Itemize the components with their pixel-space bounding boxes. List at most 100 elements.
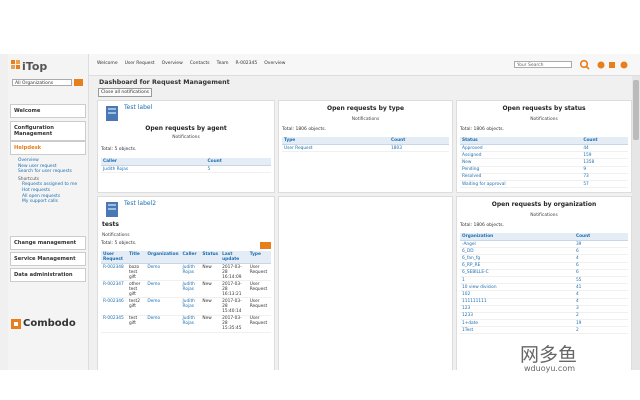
notifications[interactable]: Notifications [172, 135, 200, 140]
table-cell[interactable]: 4 [573, 290, 628, 299]
table-cell[interactable]: Demo [145, 315, 181, 333]
shortcut-item[interactable]: Hot requests [22, 187, 51, 193]
table-cell[interactable]: R-002348 [101, 263, 127, 282]
table-cell[interactable]: 123 [460, 305, 574, 313]
table-cell[interactable]: 55 [573, 276, 628, 285]
table-cell[interactable]: R-002346 [101, 297, 127, 316]
notifications[interactable]: Notifications [530, 117, 558, 122]
table-cell[interactable]: R-002347 [101, 280, 127, 299]
table-cell[interactable]: 1Test [460, 326, 574, 335]
search-input[interactable]: Your Search [514, 61, 572, 68]
table-cell[interactable]: 1358 [581, 158, 628, 167]
menu-item[interactable]: Welcome [10, 104, 86, 118]
table-cell[interactable]: 6 [573, 247, 628, 256]
table-cell[interactable]: 6_SEBILLE-C [460, 269, 574, 277]
table-cell[interactable]: 1803 [389, 144, 449, 153]
table-cell[interactable]: Judith Rojas [101, 165, 206, 174]
table-cell[interactable]: 6_fan_fg [460, 254, 574, 263]
table-cell[interactable]: 4 [573, 298, 628, 306]
close-notifications-button[interactable]: Close all notifications [98, 88, 153, 97]
shortcut-item[interactable]: My support calls [22, 199, 58, 205]
table-cell[interactable]: R-002345 [101, 315, 127, 333]
column-header[interactable]: Status [200, 251, 221, 264]
org-select[interactable]: All Organizations [12, 79, 72, 86]
table-cell[interactable]: Judith Rojas [180, 280, 201, 299]
submenu-item[interactable]: Search for user requests [18, 169, 72, 175]
table-cell[interactable]: 10 view division [460, 283, 574, 292]
table-cell[interactable]: 39 [573, 240, 628, 249]
column-header[interactable]: Type [247, 251, 271, 264]
breadcrumb-item[interactable]: R-002345 [235, 61, 258, 66]
table-cell[interactable]: 9 [581, 166, 628, 174]
table-cell[interactable]: Pending [460, 166, 582, 174]
table-cell[interactable]: 73 [581, 173, 628, 181]
column-header[interactable]: Caller [101, 158, 206, 166]
table-cell[interactable]: Demo [145, 297, 181, 316]
column-header[interactable]: Count [581, 137, 628, 145]
table-cell[interactable]: 111111111 [460, 298, 574, 306]
table-cell[interactable]: 6_RP_RE [460, 262, 574, 270]
table-cell[interactable]: Demo [145, 280, 181, 299]
table-cell[interactable]: 6_DD [460, 247, 574, 256]
breadcrumb-item[interactable]: Team [216, 61, 229, 66]
breadcrumb-item[interactable]: Overview [264, 61, 286, 66]
shortcut-item[interactable]: Requests assigned to me [22, 182, 78, 188]
table-cell[interactable]: 2 [573, 326, 628, 335]
panel-label[interactable]: Test label2 [124, 200, 157, 207]
column-header[interactable]: Count [389, 137, 449, 145]
submenu-item[interactable]: Overview [18, 158, 39, 163]
table-cell[interactable]: Judith Rojas [180, 315, 201, 333]
column-header[interactable]: Count [573, 233, 628, 241]
table-cell[interactable]: 44 [581, 144, 628, 153]
table-cell[interactable]: 4 [573, 254, 628, 263]
panel-label[interactable]: Test label [124, 104, 153, 111]
breadcrumb-item[interactable]: Welcome [97, 61, 118, 66]
column-header[interactable]: Last update [220, 251, 248, 264]
table-cell[interactable]: User Request [282, 144, 390, 153]
table-cell[interactable]: Approved [460, 144, 582, 153]
export-button[interactable] [260, 242, 271, 249]
table-cell[interactable]: Resolved [460, 173, 582, 181]
menu-item[interactable]: Service Management [10, 252, 86, 266]
shortcut-item[interactable]: All open requests [22, 193, 61, 199]
table-cell[interactable]: Assigned [460, 151, 582, 160]
column-header[interactable]: Caller [180, 251, 201, 264]
table-cell[interactable]: 1+date [460, 319, 574, 328]
table-cell[interactable]: 3 [573, 305, 628, 313]
breadcrumb-item[interactable]: Contacts [189, 61, 210, 66]
menu-item-active[interactable]: Helpdesk [10, 141, 86, 155]
column-header[interactable]: Organization [460, 233, 574, 241]
table-cell[interactable]: 6 [573, 269, 628, 277]
column-header[interactable]: User Request [101, 251, 127, 264]
table-cell[interactable]: 159 [581, 151, 628, 160]
table-cell[interactable]: 1 [460, 276, 574, 285]
table-cell[interactable]: 6 [573, 262, 628, 270]
table-cell[interactable]: 19 [573, 319, 628, 328]
notifications[interactable]: Notifications [351, 117, 380, 122]
table-cell[interactable]: New [460, 158, 582, 167]
table-cell[interactable]: -Angel [460, 240, 574, 249]
scrollbar[interactable] [632, 76, 640, 370]
column-header[interactable]: Type [282, 137, 390, 145]
menu-item[interactable]: Data administration [10, 268, 86, 282]
scroll-thumb[interactable] [633, 80, 639, 140]
breadcrumb-item[interactable]: User Request [124, 61, 155, 66]
org-button[interactable] [74, 79, 83, 86]
notifications[interactable]: Notifications [102, 233, 130, 238]
table-cell[interactable]: 102 [460, 290, 574, 299]
table-cell[interactable]: 5 [205, 165, 271, 174]
table-cell[interactable]: 57 [581, 180, 628, 189]
table-cell[interactable]: Demo [145, 263, 181, 282]
table-cell[interactable]: Waiting for approval [460, 180, 582, 189]
breadcrumb-item[interactable]: Overview [161, 61, 183, 66]
notifications[interactable]: Notifications [530, 213, 558, 218]
table-cell[interactable]: 2 [573, 312, 628, 321]
column-header[interactable]: Title [126, 251, 146, 264]
column-header[interactable]: Organization [145, 251, 181, 264]
submenu-item[interactable]: New user request [18, 163, 57, 169]
table-cell[interactable]: Judith Rojas [180, 297, 201, 316]
table-cell[interactable]: Judith Rojas [180, 263, 201, 282]
menu-item[interactable]: Configuration Management [10, 121, 86, 141]
edit-icon[interactable] [609, 62, 615, 68]
search-icon[interactable] [579, 59, 589, 69]
